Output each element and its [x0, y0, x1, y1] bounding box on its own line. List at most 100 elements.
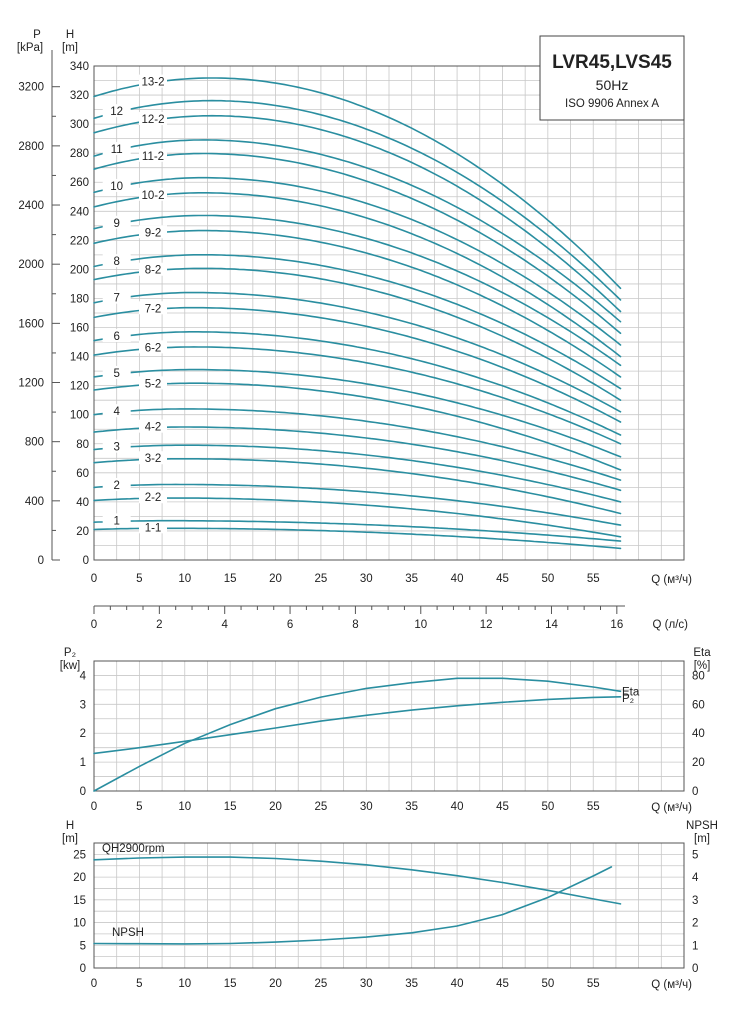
curve-label-11-2: 11-2 — [142, 151, 164, 163]
h-axis-unit: [m] — [62, 42, 78, 54]
head-curve-1-1 — [93, 527, 622, 550]
kpa-tick-label: 2400 — [18, 200, 44, 212]
h-tick-label: 0 — [83, 555, 89, 567]
curve-label-8: 8 — [113, 256, 119, 268]
head-curve-11 — [93, 139, 622, 323]
curve-label-bg — [102, 404, 131, 418]
ls-tick-label: 0 — [91, 619, 97, 631]
npsh-curve-label: NPSH — [112, 927, 144, 939]
eta-tick-label: 0 — [692, 786, 698, 798]
curve-label-bg — [139, 301, 167, 315]
curve-label-bg — [139, 225, 167, 239]
curve-label-1: 1 — [113, 515, 119, 527]
q-tick-label: 5 — [136, 978, 142, 990]
head-curve-11-2 — [93, 152, 622, 335]
curve-label-bg — [139, 187, 167, 201]
q-tick-label: 55 — [587, 978, 600, 990]
head-curve-2 — [93, 483, 622, 526]
npsh-tick-label: 1 — [692, 940, 698, 952]
curve-label-9-2: 9-2 — [145, 227, 162, 239]
curve-label-bg — [139, 112, 167, 126]
h-tick-label: 80 — [76, 439, 89, 451]
kpa-tick-label: 1600 — [18, 318, 44, 330]
q-tick-label: 25 — [315, 573, 328, 585]
curve-label-bg — [102, 365, 131, 379]
q-tick-label: 35 — [405, 978, 418, 990]
eta-tick-label: 80 — [692, 670, 705, 682]
kpa-tick-label: 0 — [38, 555, 44, 567]
ls-axis-title: Q (л/с) — [653, 619, 689, 631]
q-tick-label: 25 — [315, 978, 328, 990]
curve-label-bg — [102, 329, 131, 343]
plot-frame — [93, 660, 685, 792]
q-tick-label: 0 — [91, 978, 97, 990]
q-tick-label: 55 — [587, 801, 600, 813]
q-tick-label: 45 — [496, 978, 509, 990]
h-tick-label: 25 — [73, 849, 86, 861]
q-tick-label: 20 — [269, 573, 282, 585]
h-tick-label: 240 — [70, 206, 89, 218]
q-tick-label: 15 — [224, 978, 237, 990]
curve-label-13-2: 13-2 — [141, 77, 164, 89]
head-curve-3-2 — [93, 457, 622, 515]
head-curve-7-2 — [93, 306, 622, 423]
head-curve-6 — [93, 330, 622, 436]
ls-tick-label: 10 — [414, 619, 427, 631]
eta-tick-label: 60 — [692, 699, 705, 711]
curve-label-bg — [102, 178, 131, 192]
head-curve-3 — [93, 444, 622, 503]
curve-label-bg — [139, 74, 167, 88]
q-tick-label: 10 — [178, 978, 191, 990]
ls-tick-label: 8 — [352, 619, 358, 631]
q-tick-label: 0 — [91, 573, 97, 585]
q-tick-label: 15 — [224, 573, 237, 585]
q-tick-label: 30 — [360, 573, 373, 585]
curve-label-11: 11 — [111, 144, 123, 156]
h-tick-label: 200 — [70, 264, 89, 276]
kpa-tick-label: 2800 — [18, 141, 44, 153]
ls-tick-label: 12 — [480, 619, 493, 631]
curve-label-bg — [139, 520, 167, 534]
p2-tick-label: 2 — [80, 728, 86, 740]
curve-label-bg — [102, 254, 131, 268]
curve-label-bg — [102, 215, 131, 229]
ls-tick-label: 6 — [287, 619, 293, 631]
p-axis-title: P — [33, 29, 41, 41]
h-tick-label: 20 — [73, 872, 86, 884]
p2-tick-label: 1 — [80, 757, 86, 769]
kpa-tick-label: 800 — [25, 437, 44, 449]
h-tick-label: 300 — [70, 119, 89, 131]
h-tick-label: 20 — [76, 526, 89, 538]
q-tick-label: 50 — [541, 573, 554, 585]
curve-label-bg — [139, 419, 167, 433]
npsh-tick-label: 4 — [692, 872, 699, 884]
curve-label-3-2: 3-2 — [145, 453, 162, 465]
q-axis-title: Q (м³/ч) — [651, 574, 692, 586]
curve-label-6: 6 — [113, 331, 119, 343]
h-tick-label: 60 — [76, 468, 89, 480]
model-title: LVR45,LVS45 — [552, 52, 672, 73]
npsh-axis-title: NPSH — [686, 820, 718, 832]
head-chart: 0400800120016002000240028003200020406080… — [17, 29, 692, 631]
kpa-tick-label: 3200 — [18, 82, 44, 94]
q-tick-label: 55 — [587, 573, 600, 585]
curve-label-bg — [102, 104, 131, 118]
frequency-label: 50Hz — [596, 77, 629, 93]
q-tick-label: 15 — [224, 801, 237, 813]
plot-frame — [93, 842, 685, 969]
p2-tick-label: 3 — [80, 699, 86, 711]
q-tick-label: 50 — [541, 978, 554, 990]
h-tick-label: 0 — [80, 963, 86, 975]
h-axis-title: H — [66, 820, 74, 832]
curve-label-10: 10 — [110, 181, 123, 193]
h-tick-label: 280 — [70, 148, 89, 160]
q-axis-title: Q (м³/ч) — [651, 802, 692, 814]
curve-label-5-2: 5-2 — [145, 378, 162, 390]
curve-label-2-2: 2-2 — [145, 492, 162, 504]
head-curve-4-2 — [93, 426, 622, 492]
q-tick-label: 40 — [451, 801, 464, 813]
q-tick-label: 35 — [405, 801, 418, 813]
q-tick-label: 35 — [405, 573, 418, 585]
